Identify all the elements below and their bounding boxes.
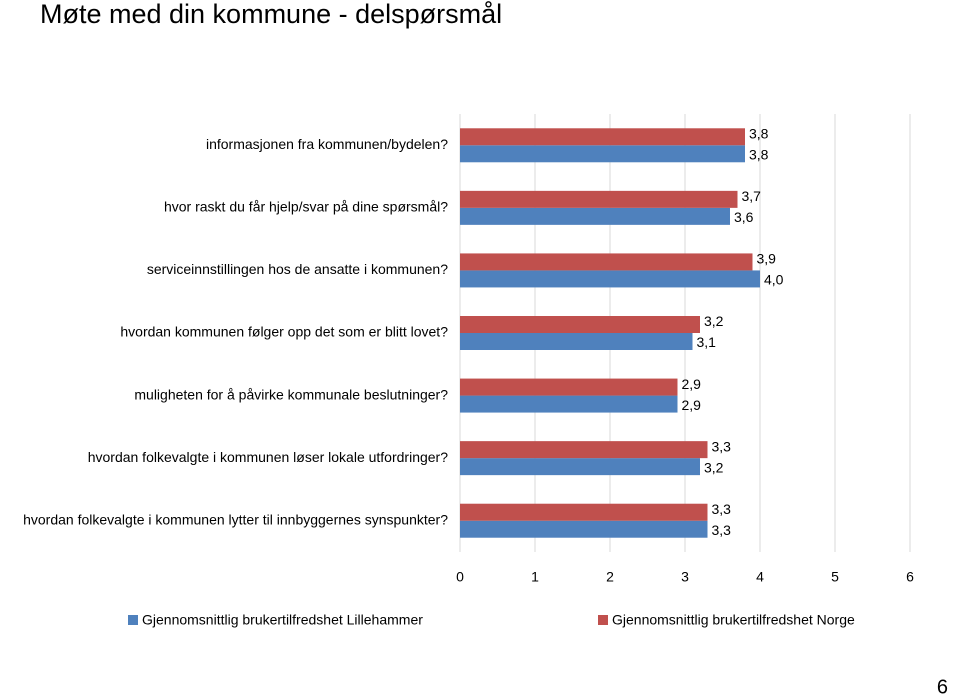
page-number: 6: [937, 676, 948, 698]
bar: [460, 441, 708, 459]
category-label: informasjonen fra kommunen/bydelen?: [206, 136, 448, 152]
legend-label: Gjennomsnittlig brukertilfredshet Norge: [612, 612, 855, 628]
category-label: hvor raskt du får hjelp/svar på dine spø…: [164, 199, 448, 215]
x-tick-label: 5: [831, 569, 839, 585]
bar: [460, 458, 700, 476]
category-label: hvordan folkevalgte i kommunen løser lok…: [88, 449, 449, 465]
bar: [460, 190, 738, 208]
value-label: 3,2: [704, 313, 724, 329]
bar: [460, 378, 678, 396]
chart-title: Møte med din kommune - delspørsmål: [40, 0, 502, 29]
bar: [460, 253, 753, 271]
legend-label: Gjennomsnittlig brukertilfredshet Lilleh…: [142, 612, 423, 628]
x-tick-label: 6: [906, 569, 914, 585]
bar: [460, 316, 700, 333]
value-label: 3,3: [712, 522, 732, 538]
category-label: serviceinnstillingen hos de ansatte i ko…: [147, 261, 448, 277]
value-label: 2,9: [682, 376, 702, 392]
value-label: 3,3: [712, 501, 732, 517]
category-label: hvordan folkevalgte i kommunen lytter ti…: [23, 511, 448, 527]
value-label: 2,9: [682, 397, 702, 413]
x-tick-label: 2: [606, 569, 614, 585]
value-label: 3,8: [749, 146, 769, 162]
value-label: 3,3: [712, 438, 732, 454]
value-label: 3,8: [749, 125, 769, 141]
value-label: 3,9: [757, 251, 777, 267]
value-label: 3,2: [704, 459, 724, 475]
legend-swatch: [128, 615, 138, 625]
category-label: hvordan kommunen følger opp det som er b…: [120, 324, 448, 340]
value-label: 3,6: [734, 209, 754, 225]
bar: [460, 520, 708, 538]
legend-swatch: [598, 615, 608, 625]
x-tick-label: 1: [531, 569, 539, 585]
bar: [460, 207, 730, 225]
x-tick-label: 3: [681, 569, 689, 585]
x-tick-label: 0: [456, 569, 464, 585]
value-label: 3,1: [697, 334, 717, 350]
value-label: 4,0: [764, 272, 784, 288]
bar: [460, 145, 745, 163]
bar: [460, 503, 708, 521]
value-label: 3,7: [742, 188, 762, 204]
bar: [460, 395, 678, 413]
category-label: muligheten for å påvirke kommunale beslu…: [134, 386, 448, 402]
bar: [460, 333, 693, 350]
bar: [460, 128, 745, 146]
x-tick-label: 4: [756, 569, 764, 585]
bar: [460, 270, 760, 288]
